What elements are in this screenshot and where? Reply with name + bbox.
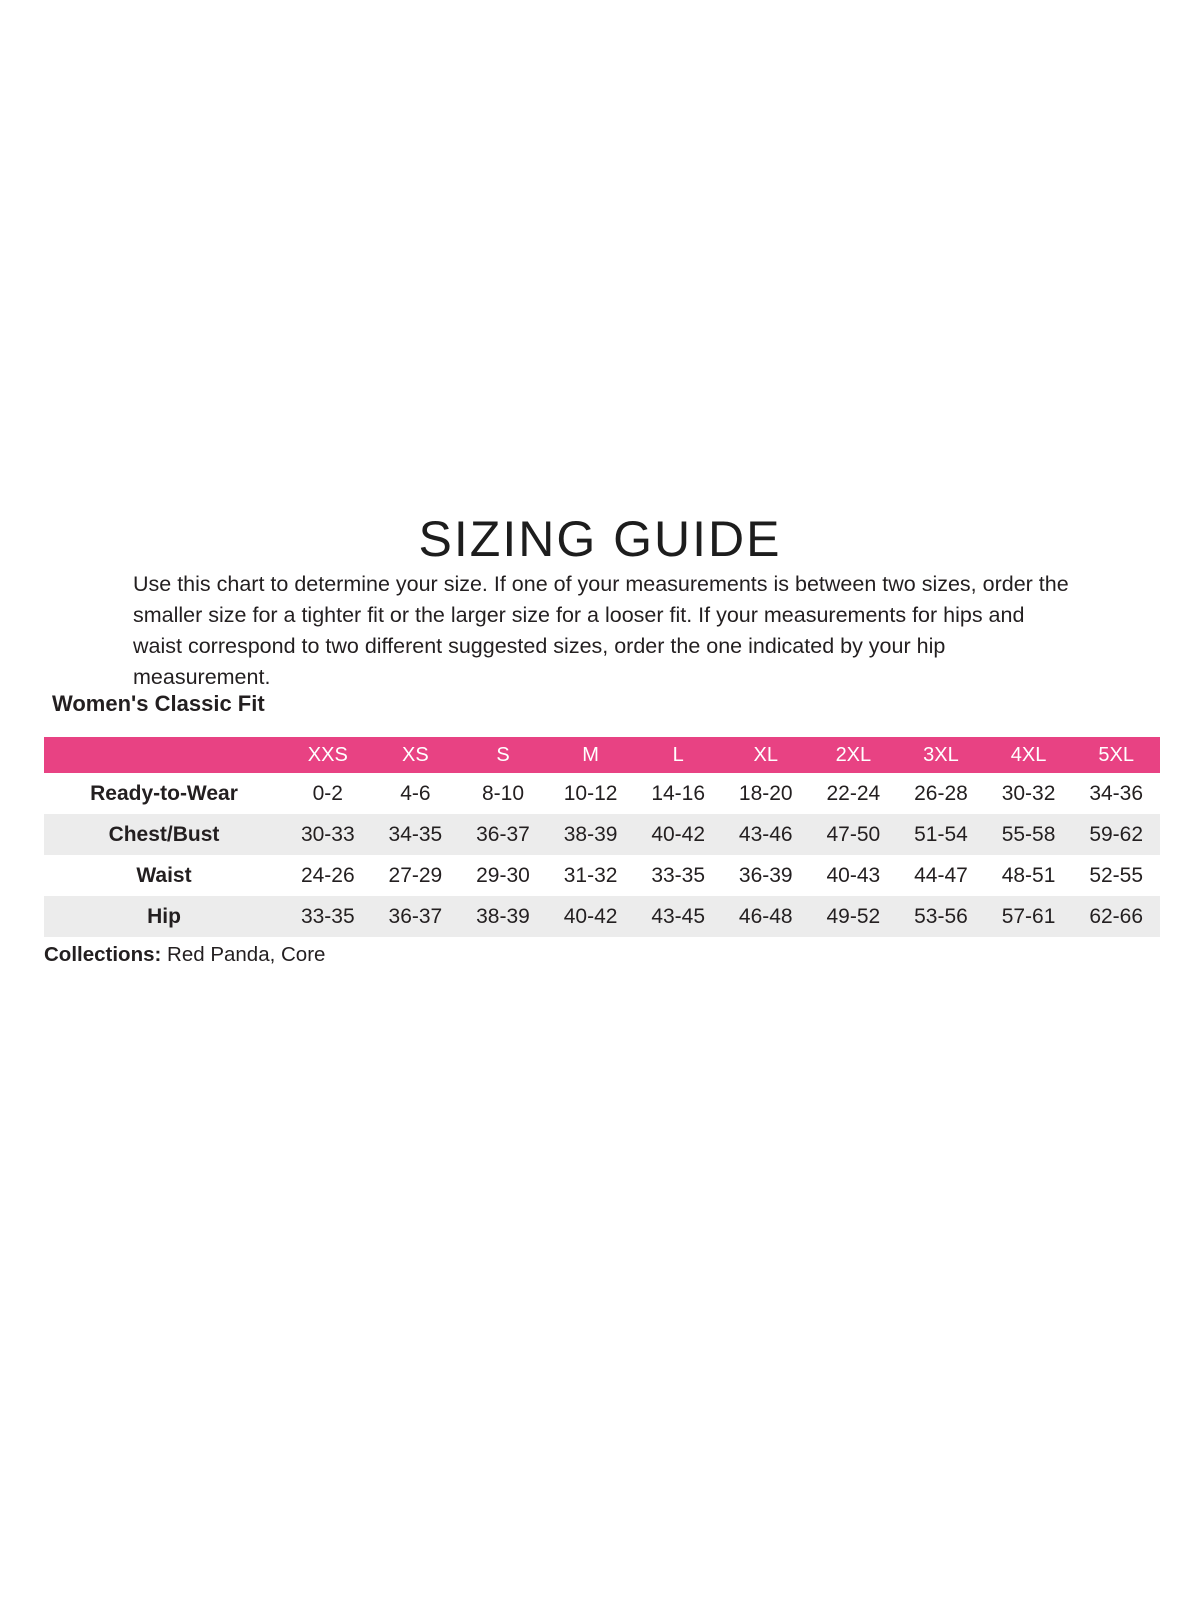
measurement-cell: 48-51 bbox=[1001, 863, 1056, 887]
measurement-cell: 34-35 bbox=[388, 822, 443, 846]
size-header-cell: M bbox=[546, 737, 635, 773]
measurement-cell: 59-62 bbox=[1089, 822, 1144, 846]
sizing-table-container: XXS XS S M L XL 2XL 3XL 4XL 5XL Ready-to-Wear 0-2 4… bbox=[44, 737, 1160, 937]
page-title: SIZING GUIDE bbox=[418, 510, 782, 567]
row-label: Waist bbox=[136, 863, 192, 887]
measurement-cell: 10-12 bbox=[563, 781, 618, 805]
size-header-cell: L bbox=[634, 737, 722, 773]
measurement-cell: 26-28 bbox=[914, 781, 968, 805]
intro-paragraph: Use this chart to determine your size. I… bbox=[133, 571, 1069, 689]
measurement-cell: 57-61 bbox=[1001, 904, 1056, 928]
size-header-cell: 2XL bbox=[809, 737, 898, 773]
measurement-cell: 30-33 bbox=[300, 822, 355, 846]
table-row: Waist 24-26 27-29 29-30 31-32 33-35 36-39 40-43… bbox=[44, 855, 1160, 896]
measurement-cell: 43-45 bbox=[651, 904, 706, 928]
measurement-cell: 52-55 bbox=[1089, 863, 1144, 887]
measurement-cell: 0-2 bbox=[312, 781, 343, 805]
measurement-cell: 40-43 bbox=[826, 863, 881, 887]
measurement-cell: 47-50 bbox=[826, 822, 881, 846]
section-title-womens-classic-fit: Women's Classic Fit bbox=[52, 691, 265, 716]
measurement-cell: 36-37 bbox=[476, 822, 530, 846]
measurement-cell: 55-58 bbox=[1001, 822, 1056, 846]
measurement-cell: 46-48 bbox=[738, 904, 793, 928]
sizing-table: XXS XS S M L XL 2XL 3XL 4XL 5XL Ready-to-Wear 0-2 4… bbox=[44, 737, 1160, 937]
table-row: Chest/Bust 30-33 34-35 36-37 38-39 40-42 43-46… bbox=[44, 814, 1160, 855]
size-header-cell: 3XL bbox=[897, 737, 985, 773]
measurement-cell: 38-39 bbox=[563, 822, 618, 846]
collections-line: Collections: Red Panda, Core bbox=[44, 943, 325, 967]
collections-label: Collections: bbox=[44, 943, 162, 966]
size-header-cell: XXS bbox=[284, 737, 372, 773]
size-header-cell: S bbox=[459, 737, 547, 773]
measurement-cell: 62-66 bbox=[1089, 904, 1144, 928]
collections-value: Red Panda, Core bbox=[161, 943, 326, 966]
measurement-cell: 22-24 bbox=[826, 781, 881, 805]
measurement-cell: 8-10 bbox=[481, 781, 524, 805]
measurement-cell: 36-37 bbox=[388, 904, 443, 928]
table-row: Hip 33-35 36-37 38-39 40-42 43-45 46-48 49-52 53… bbox=[44, 896, 1160, 937]
size-header-cell: XL bbox=[721, 737, 810, 773]
size-header-cell: XS bbox=[371, 737, 460, 773]
measurement-cell: 34-36 bbox=[1089, 781, 1144, 805]
measurement-cell: 30-32 bbox=[1001, 781, 1056, 805]
measurement-cell: 24-26 bbox=[300, 863, 355, 887]
measurement-cell: 36-39 bbox=[738, 863, 793, 887]
measurement-cell: 31-32 bbox=[563, 863, 618, 887]
measurement-cell: 43-46 bbox=[738, 822, 793, 846]
row-label: Chest/Bust bbox=[108, 822, 220, 846]
measurement-cell: 33-35 bbox=[300, 904, 355, 928]
size-header-cell: 4XL bbox=[984, 737, 1073, 773]
measurement-cell: 51-54 bbox=[914, 822, 968, 846]
measurement-cell: 40-42 bbox=[563, 904, 618, 928]
measurement-cell: 33-35 bbox=[651, 863, 706, 887]
measurement-cell: 14-16 bbox=[651, 781, 706, 805]
measurement-cell: 27-29 bbox=[388, 863, 443, 887]
measurement-cell: 29-30 bbox=[476, 863, 530, 887]
measurement-cell: 4-6 bbox=[400, 781, 431, 805]
measurement-cell: 40-42 bbox=[651, 822, 706, 846]
measurement-cell: 53-56 bbox=[914, 904, 968, 928]
measurement-cell: 49-52 bbox=[826, 904, 881, 928]
row-label: Ready-to-Wear bbox=[90, 781, 238, 805]
measurement-cell: 18-20 bbox=[738, 781, 793, 805]
size-header-row: XXS XS S M L XL 2XL 3XL 4XL 5XL bbox=[44, 737, 1160, 773]
size-header-empty-cell bbox=[44, 737, 284, 773]
measurement-cell: 38-39 bbox=[476, 904, 530, 928]
row-label: Hip bbox=[147, 904, 181, 928]
table-row: Ready-to-Wear 0-2 4-6 8-10 10-12 14-16 18-20 22… bbox=[44, 773, 1160, 814]
measurement-cell: 44-47 bbox=[914, 863, 968, 887]
size-header-cell: 5XL bbox=[1072, 737, 1160, 773]
